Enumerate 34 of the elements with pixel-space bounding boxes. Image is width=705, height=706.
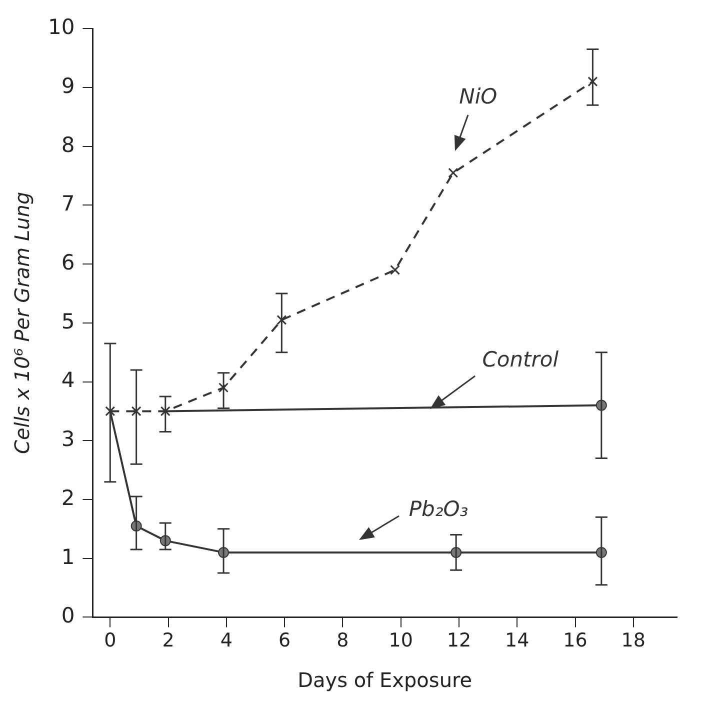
y-tick-label: 4 (61, 368, 75, 392)
point (160, 406, 170, 416)
y-tick-label: 3 (61, 427, 75, 452)
point (276, 314, 287, 325)
x-tick-label: 4 (220, 630, 232, 652)
x-tick-label: 14 (505, 630, 530, 652)
y-tick-label: 10 (48, 15, 75, 40)
x-tick-label: 0 (104, 630, 116, 652)
point (105, 406, 116, 416)
point (588, 76, 598, 87)
x-tick-label: 16 (563, 630, 588, 652)
x-tick-label: 8 (336, 630, 349, 652)
x-tick-label: 2 (162, 630, 174, 652)
x-tick-label: 12 (446, 630, 472, 652)
x-tick-label: 10 (388, 630, 413, 652)
y-tick-label: 0 (61, 604, 75, 628)
x-tick-label: 18 (621, 630, 646, 652)
y-tick-label: 7 (61, 192, 75, 216)
y-tick-label: 8 (61, 132, 75, 157)
x-tick-label: 6 (278, 630, 291, 652)
point (448, 168, 458, 178)
point (390, 264, 400, 275)
y-tick-label: 2 (61, 486, 75, 510)
series-label: Control (482, 348, 559, 372)
y-tick-label: 5 (61, 309, 75, 334)
y-axis-title: Cells x 10⁶ Per Gram Lung (10, 192, 34, 454)
y-tick-label: 6 (61, 250, 75, 274)
point (218, 382, 229, 393)
x-axis-title: Days of Exposure (298, 668, 472, 692)
series-label: NiO (459, 84, 498, 108)
series-label: Pb₂O₃ (408, 496, 468, 521)
point (131, 406, 142, 416)
y-tick-label: 1 (61, 544, 75, 569)
y-tick-label: 9 (61, 74, 75, 98)
